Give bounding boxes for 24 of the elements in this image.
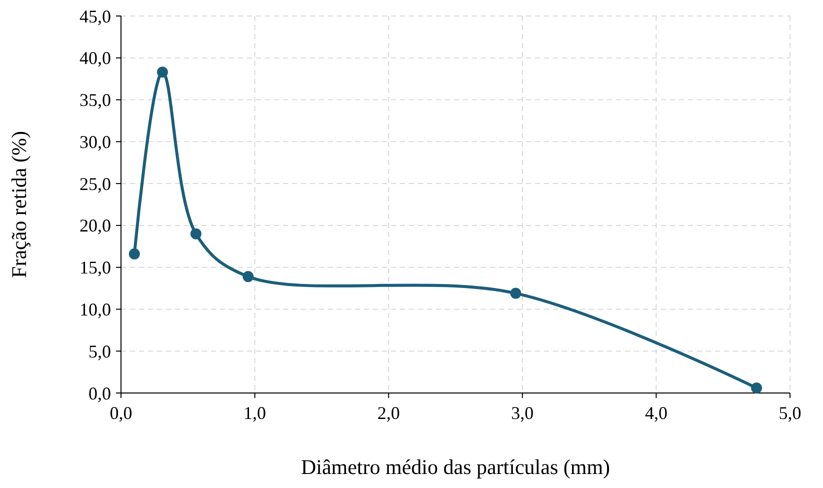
point — [242, 271, 254, 282]
y-tick-label: 15,0 — [80, 258, 111, 278]
y-tick-label: 35,0 — [80, 90, 111, 110]
x-axis-title: Diâmetro médio das partículas (mm) — [300, 455, 610, 479]
y-tick-label: 0,0 — [88, 383, 111, 404]
point — [128, 248, 140, 260]
y-tick-label: 30,0 — [80, 132, 111, 152]
x-tick-label: 2,0 — [377, 403, 400, 423]
point — [510, 288, 522, 299]
x-tick-label: 3,0 — [511, 403, 534, 423]
x-tick-label: 5,0 — [778, 403, 802, 423]
y-tick-label: 45,0 — [80, 6, 111, 26]
x-tick-label: 0,0 — [110, 403, 132, 423]
point — [751, 382, 762, 394]
y-tick-label: 5,0 — [88, 341, 111, 362]
y-tick-label: 20,0 — [80, 216, 111, 236]
y-tick-label: 10,0 — [80, 300, 111, 320]
y-axis-title: Fração retida (%) — [7, 131, 31, 278]
y-tick-label: 25,0 — [80, 174, 111, 194]
point — [156, 66, 168, 78]
x-tick-label: 1,0 — [244, 403, 266, 423]
point — [190, 228, 202, 240]
x-tick-label: 4,0 — [644, 403, 668, 423]
y-tick-label: 40,0 — [80, 48, 111, 68]
